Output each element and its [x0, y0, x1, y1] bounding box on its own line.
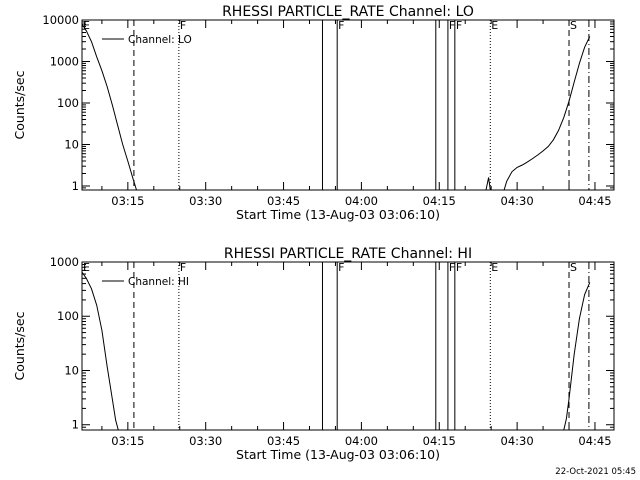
- x-tick-label: 04:00: [345, 194, 378, 208]
- x-tick-label: 04:15: [423, 194, 456, 208]
- x-tick-label: 03:45: [267, 194, 300, 208]
- x-tick-label: 04:30: [501, 194, 534, 208]
- chart-title: RHESSI PARTICLE_RATE Channel: LO: [222, 4, 474, 20]
- x-axis-label: Start Time (13-Aug-03 03:06:10): [236, 447, 440, 462]
- x-tick-label: 04:15: [423, 434, 456, 448]
- series-line-channel-lo: [81, 23, 591, 191]
- flag-label-f: F: [456, 19, 462, 32]
- flag-label-s: S: [570, 19, 577, 32]
- flag-label-e: E: [83, 19, 90, 32]
- footer-timestamp: 22-Oct-2021 05:45: [555, 467, 636, 477]
- y-tick-label: 10000: [42, 13, 79, 27]
- x-tick-label: 04:30: [501, 434, 534, 448]
- y-tick-label: 1: [72, 418, 79, 432]
- plot-frame: [81, 261, 615, 431]
- flag-label-f: F: [180, 261, 186, 274]
- y-tick-label: 100: [57, 309, 79, 323]
- x-tick-label: 04:45: [578, 194, 611, 208]
- series-line-channel-hi: [81, 271, 591, 431]
- flag-label-f: F: [456, 261, 462, 274]
- x-tick-label: 03:15: [111, 194, 144, 208]
- chart-title: RHESSI PARTICLE_RATE Channel: HI: [224, 246, 472, 262]
- y-tick-label: 1000: [50, 255, 79, 269]
- flag-label-f: F: [338, 261, 344, 274]
- y-tick-label: 10: [64, 363, 79, 377]
- flag-label-e: E: [491, 261, 498, 274]
- y-tick-label: 1: [72, 179, 79, 193]
- flag-label-s: S: [570, 261, 577, 274]
- y-tick-label: 1000: [50, 54, 79, 68]
- flag-label-f: F: [449, 261, 455, 274]
- panel-lo: RHESSI PARTICLE_RATE Channel: LO 1 10 100 10…: [12, 4, 615, 222]
- y-axis-label: Counts/sec: [12, 70, 27, 139]
- x-axis-label: Start Time (13-Aug-03 03:06:10): [236, 207, 440, 222]
- flag-label-f: F: [338, 19, 344, 32]
- x-tick-label: 03:30: [189, 194, 222, 208]
- flag-label-e: E: [491, 19, 498, 32]
- y-tick-label: 100: [57, 96, 79, 110]
- flag-label-f: F: [449, 19, 455, 32]
- legend-entry-channel-lo: Channel: LO: [128, 34, 192, 46]
- panel-hi: RHESSI PARTICLE_RATE Channel: HI 1 10 100 10…: [12, 246, 615, 462]
- x-tick-label: 04:45: [578, 434, 611, 448]
- x-tick-label: 03:30: [189, 434, 222, 448]
- legend-entry-channel-hi: Channel: HI: [128, 276, 189, 288]
- y-axis-label: Counts/sec: [12, 311, 27, 380]
- flag-label-f: F: [180, 19, 186, 32]
- flag-label-e: E: [83, 261, 90, 274]
- x-tick-label: 03:45: [267, 434, 300, 448]
- x-tick-label: 04:00: [345, 434, 378, 448]
- x-tick-label: 03:15: [111, 434, 144, 448]
- y-tick-label: 10: [64, 137, 79, 151]
